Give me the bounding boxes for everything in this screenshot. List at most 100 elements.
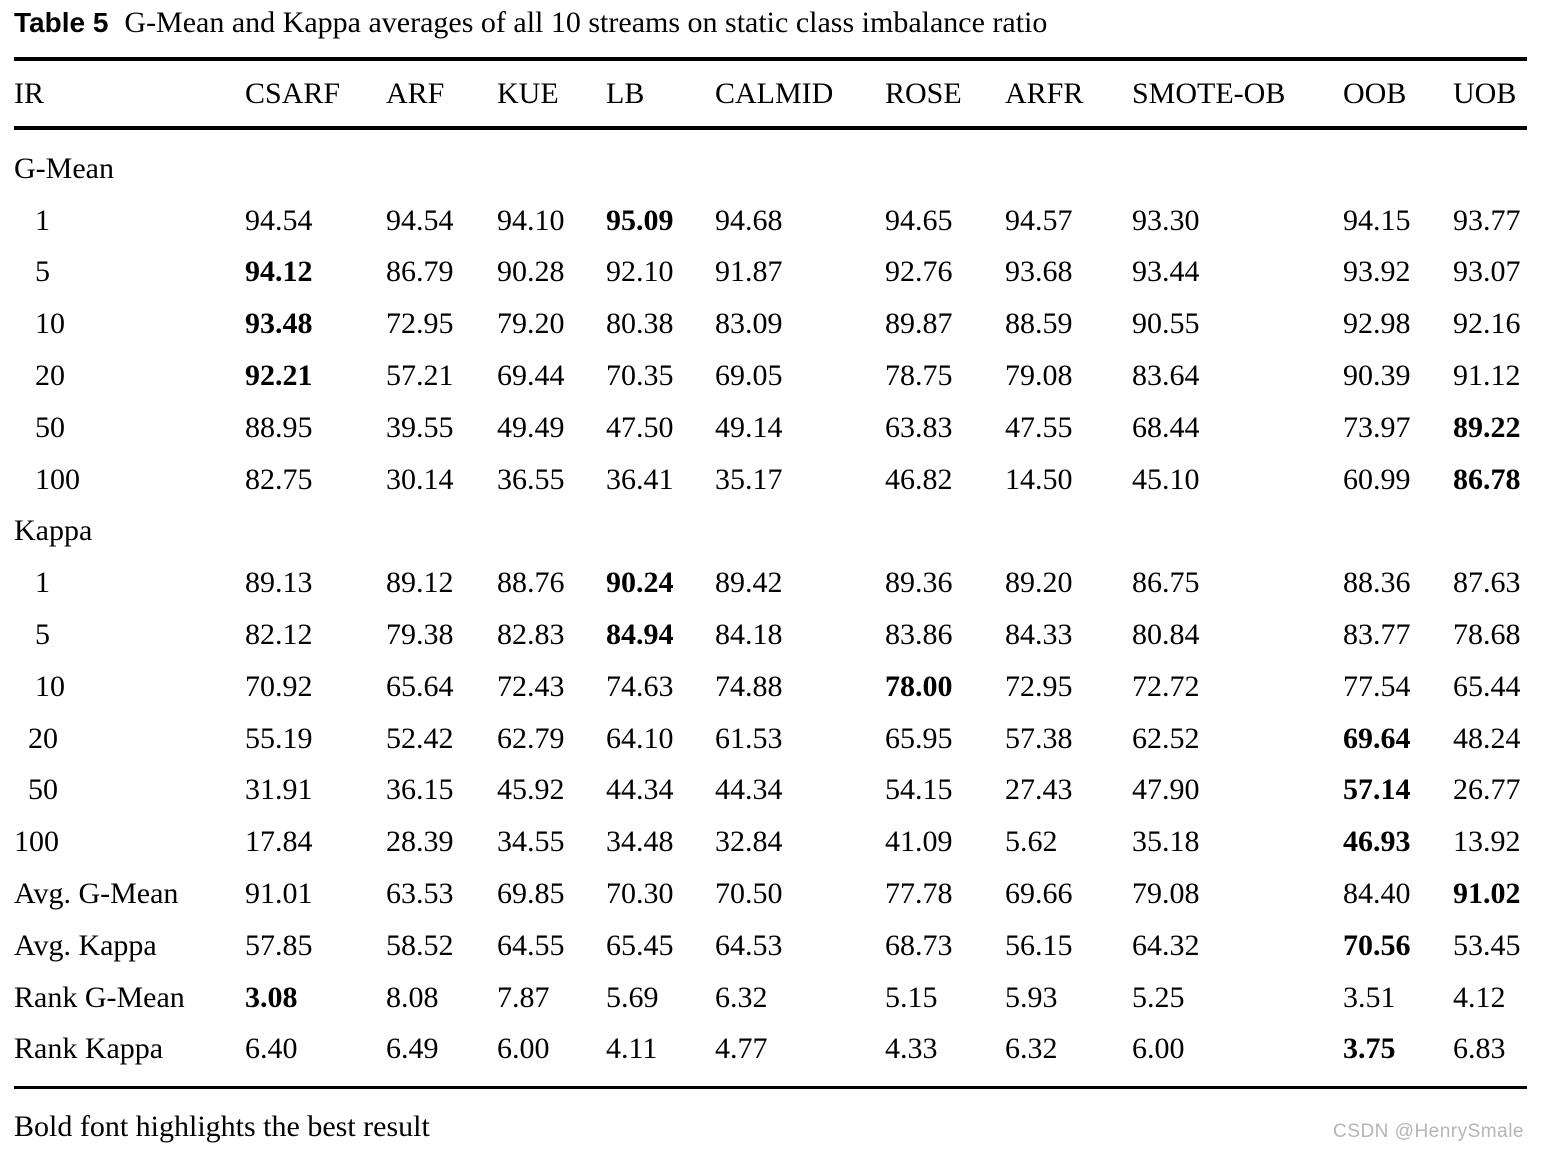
table-cell: 79.38 (386, 618, 454, 652)
table-caption-text: G-Mean and Kappa averages of all 10 stre… (124, 6, 1048, 39)
row-label: Avg. Kappa (14, 928, 157, 962)
table-cell: 89.13 (245, 566, 313, 600)
table-cell: 34.48 (606, 825, 674, 859)
table-cell: 74.63 (606, 669, 674, 703)
table-cell: 90.39 (1343, 359, 1411, 393)
table-cell-best: 91.02 (1453, 877, 1521, 911)
table-cell: 6.83 (1453, 1032, 1506, 1066)
table-cell-best: 70.56 (1343, 928, 1411, 962)
table-cell-best: 84.94 (606, 618, 674, 652)
table-cell: 57.21 (386, 359, 454, 393)
column-header-rose: ROSE (885, 76, 962, 110)
column-header-kue: KUE (497, 76, 559, 110)
table-cell: 4.11 (606, 1032, 658, 1066)
table-cell: 77.78 (885, 877, 953, 911)
column-header-uob: UOB (1453, 76, 1517, 110)
row-label: Rank G-Mean (14, 980, 185, 1014)
row-label: 10 (35, 669, 65, 703)
table-cell: 26.77 (1453, 773, 1521, 807)
table-footnote: Bold font highlights the best result (14, 1110, 430, 1143)
table-cell: 52.42 (386, 721, 454, 755)
table-cell: 36.15 (386, 773, 454, 807)
table-cell: 44.34 (606, 773, 674, 807)
table-cell: 91.12 (1453, 359, 1521, 393)
table-number-label: Table 5 (14, 7, 109, 38)
table-cell: 30.14 (386, 462, 454, 496)
table-row: Rank G-Mean 3.08 8.08 7.87 5.69 6.32 5.15 5.93 5… (14, 972, 1527, 1024)
table-cell: 93.92 (1343, 255, 1411, 289)
table-cell: 69.66 (1005, 877, 1073, 911)
column-header-lb: LB (606, 76, 645, 110)
table-cell: 78.75 (885, 359, 953, 393)
table-cell: 83.77 (1343, 618, 1411, 652)
table-cell: 94.57 (1005, 203, 1073, 237)
table-cell: 17.84 (245, 825, 313, 859)
table-cell: 28.39 (386, 825, 454, 859)
row-label: 5 (35, 618, 50, 652)
table-cell-best: 95.09 (606, 203, 674, 237)
table-cell: 6.32 (1005, 1032, 1058, 1066)
table-row: 20 92.21 57.21 69.44 70.35 69.05 78.75 79.08 83.… (14, 350, 1527, 402)
table-cell: 82.75 (245, 462, 313, 496)
table-cell: 35.17 (715, 462, 783, 496)
table-row: 50 88.95 39.55 49.49 47.50 49.14 63.83 47.55 68.… (14, 402, 1527, 454)
table-cell: 31.91 (245, 773, 313, 807)
table-cell: 7.87 (497, 980, 550, 1014)
table-cell: 46.82 (885, 462, 953, 496)
table-row: Avg. Kappa 57.85 58.52 64.55 65.45 64.53 68.73… (14, 920, 1527, 972)
table-cell: 39.55 (386, 410, 454, 444)
table-cell: 62.52 (1132, 721, 1200, 755)
table-cell-best: 46.93 (1343, 825, 1411, 859)
table-cell: 53.45 (1453, 928, 1521, 962)
table-cell: 74.88 (715, 669, 783, 703)
table-cell: 49.49 (497, 410, 565, 444)
table-cell: 60.99 (1343, 462, 1411, 496)
row-label: Rank Kappa (14, 1032, 164, 1066)
table-cell-best: 89.22 (1453, 410, 1521, 444)
table-cell: 73.97 (1343, 410, 1411, 444)
table-cell: 88.59 (1005, 307, 1073, 341)
table-row: Kappa (14, 506, 1527, 558)
table-cell: 27.43 (1005, 773, 1073, 807)
table-cell: 72.95 (386, 307, 454, 341)
row-label: Avg. G-Mean (14, 877, 179, 911)
table-cell: 86.79 (386, 255, 454, 289)
table-cell: 93.07 (1453, 255, 1521, 289)
table-row: 1 94.54 94.54 94.10 95.09 94.68 94.65 94.57 93.3… (14, 195, 1527, 247)
table-cell: 79.20 (497, 307, 565, 341)
table-cell: 64.53 (715, 928, 783, 962)
table-row: 10 93.48 72.95 79.20 80.38 83.09 89.87 88.59 90.… (14, 298, 1527, 350)
table-cell-best: 92.21 (245, 359, 313, 393)
table-cell: 41.09 (885, 825, 953, 859)
table-cell-best: 94.12 (245, 255, 313, 289)
table-cell-best: 3.08 (245, 980, 298, 1014)
table-cell-best: 93.48 (245, 307, 313, 341)
table-cell: 65.44 (1453, 669, 1521, 703)
table-cell: 6.32 (715, 980, 768, 1014)
table-cell: 65.64 (386, 669, 454, 703)
row-label: G-Mean (14, 151, 114, 185)
row-label: 100 (35, 462, 80, 496)
table-cell: 5.25 (1132, 980, 1185, 1014)
table-cell: 88.76 (497, 566, 565, 600)
table-cell: 5.15 (885, 980, 938, 1014)
table-cell: 36.41 (606, 462, 674, 496)
table-row: 50 31.91 36.15 45.92 44.34 44.34 54.15 27.43 47.… (14, 765, 1527, 817)
table-cell: 84.33 (1005, 618, 1073, 652)
table-cell: 4.33 (885, 1032, 938, 1066)
table-cell: 57.38 (1005, 721, 1073, 755)
results-table: IR CSARF ARF KUE LB CALMID ROSE ARFR SMOTE-OB OOB… (14, 57, 1527, 1090)
table-cell: 80.38 (606, 307, 674, 341)
table-cell: 57.85 (245, 928, 313, 962)
table-cell: 72.72 (1132, 669, 1200, 703)
row-label: 10 (35, 307, 65, 341)
table-cell: 70.50 (715, 877, 783, 911)
table-cell-best: 57.14 (1343, 773, 1411, 807)
table-cell: 6.00 (497, 1032, 550, 1066)
table-cell: 88.36 (1343, 566, 1411, 600)
table-cell: 49.14 (715, 410, 783, 444)
table-row: 5 82.12 79.38 82.83 84.94 84.18 83.86 84.33 80.8… (14, 609, 1527, 661)
row-label: 1 (35, 566, 50, 600)
table-cell: 56.15 (1005, 928, 1073, 962)
